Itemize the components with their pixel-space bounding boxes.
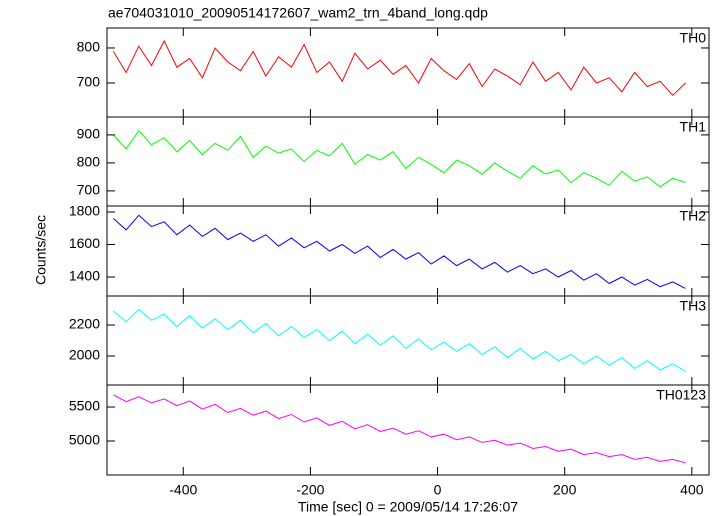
y-axis-label: Counts/sec — [33, 215, 49, 285]
panel-frame — [106, 295, 710, 386]
y-tick-label: 700 — [77, 182, 101, 198]
y-tick-label: 800 — [77, 154, 101, 170]
y-tick-label: 2000 — [69, 347, 100, 363]
panel-label: TH0 — [680, 30, 707, 46]
x-tick-label: 200 — [553, 482, 577, 498]
panel-label: TH2 — [680, 208, 707, 224]
y-tick-label: 800 — [77, 39, 101, 55]
y-tick-label: 1400 — [69, 268, 100, 284]
x-tick-label: 0 — [434, 482, 442, 498]
x-axis-label: Time [sec] 0 = 2009/05/14 17:26:07 — [298, 499, 518, 515]
panel-frame — [106, 205, 710, 297]
data-line — [113, 308, 686, 372]
data-line — [113, 394, 686, 464]
panel-frame — [106, 384, 710, 476]
y-tick-label: 5500 — [69, 398, 100, 414]
panel-frame — [106, 116, 710, 207]
panel-label: TH3 — [680, 298, 707, 314]
x-tick-label: 400 — [680, 482, 704, 498]
x-tick-label: -400 — [169, 482, 197, 498]
chart-title: ae704031010_20090514172607_wam2_trn_4ban… — [108, 5, 488, 21]
data-line — [113, 129, 686, 188]
y-tick-label: 1800 — [69, 203, 100, 219]
y-tick-label: 700 — [77, 74, 101, 90]
y-tick-label: 2200 — [69, 316, 100, 332]
y-tick-label: 5000 — [69, 432, 100, 448]
panel-label: TH0123 — [656, 387, 706, 403]
data-line — [113, 214, 686, 289]
panel-label: TH1 — [680, 119, 707, 135]
y-tick-label: 1600 — [69, 235, 100, 251]
y-tick-label: 900 — [77, 126, 101, 142]
data-line — [112, 39, 686, 97]
x-tick-label: -200 — [296, 482, 324, 498]
panel-frame — [106, 27, 710, 118]
